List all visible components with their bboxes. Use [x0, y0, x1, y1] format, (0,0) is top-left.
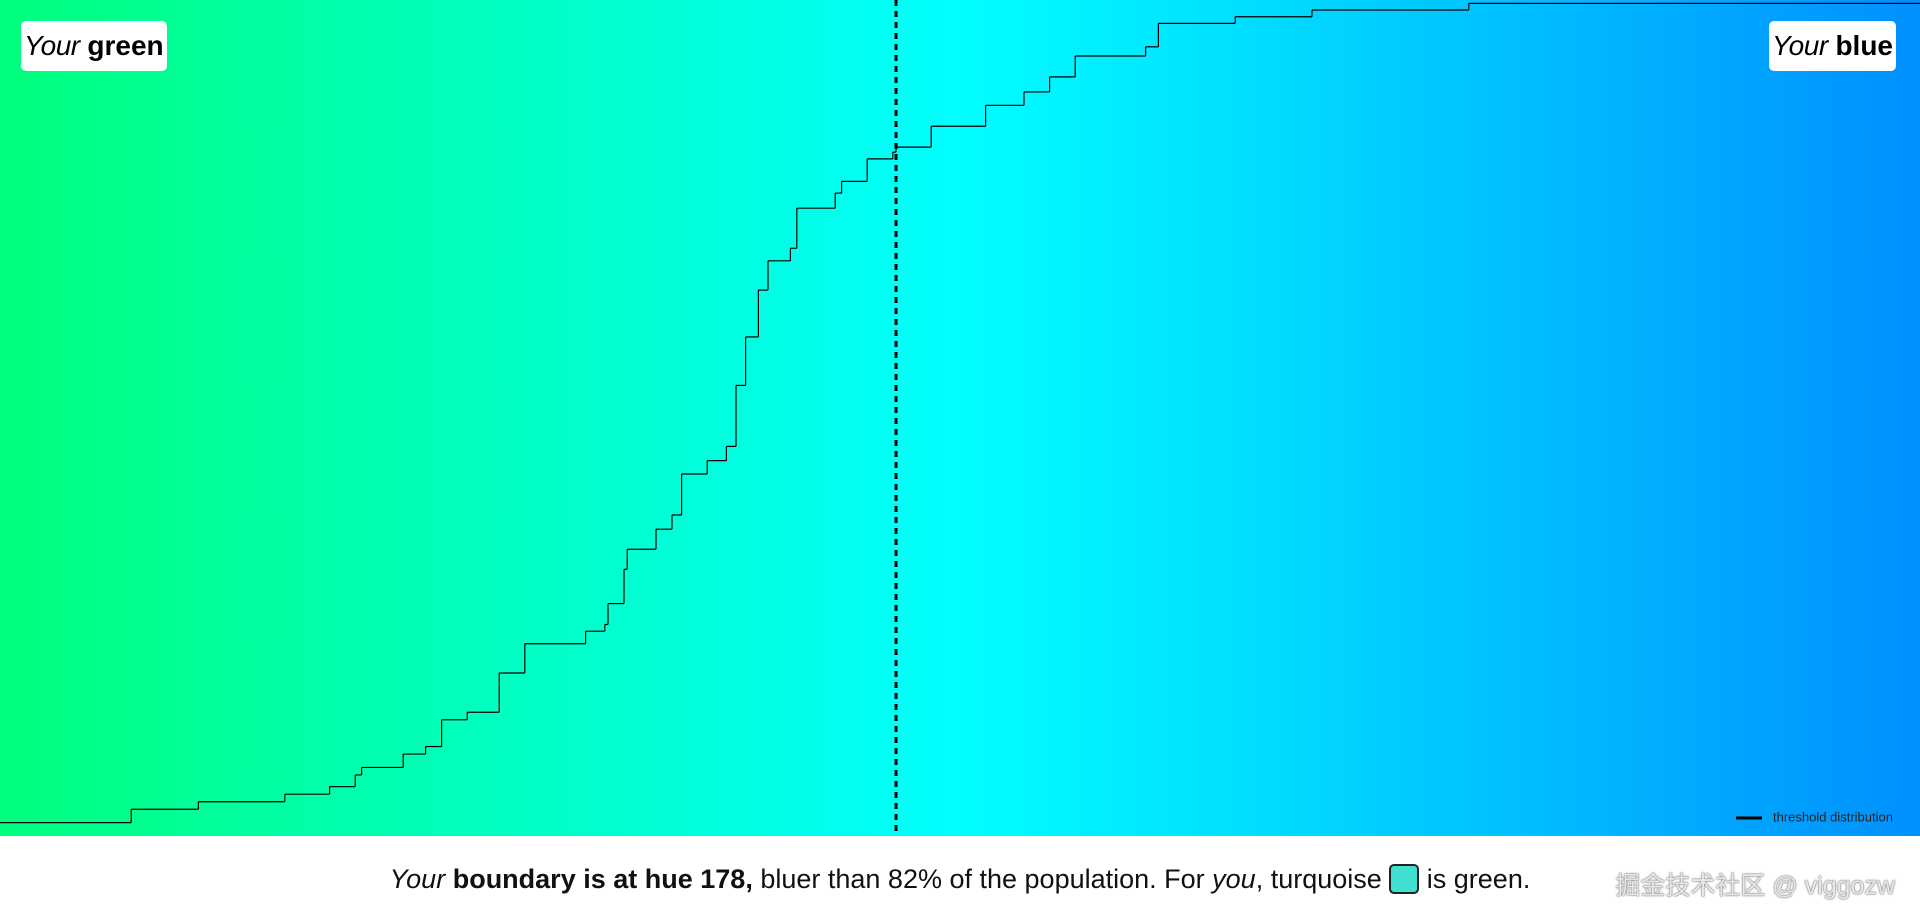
watermark: 掘金技术社区 @ viggozw [1615, 872, 1895, 900]
color-swatch [1389, 863, 1420, 894]
caption-text: boundary is at hue [452, 864, 701, 894]
label-bold: green [87, 30, 164, 61]
boundary-value: 178 [700, 864, 746, 894]
caption-text: % of the population. For [917, 864, 1213, 894]
label-bold: blue [1835, 30, 1893, 61]
left-label: Your green [21, 21, 167, 71]
caption-text: you [1212, 864, 1256, 894]
caption-text: Your [389, 864, 446, 894]
label-italic: Your [24, 30, 80, 61]
caption-text: bluer than [752, 864, 888, 894]
caption-text: is green. [1419, 864, 1531, 894]
background [0, 0, 1920, 836]
label-italic: Your [1772, 30, 1828, 61]
caption: Your boundary is at hue 178, bluer than … [0, 836, 1920, 923]
chart: threshold distribution [0, 0, 1920, 836]
caption-text: , turquoise [1255, 864, 1390, 894]
legend-label: threshold distribution [1773, 809, 1893, 824]
caption-text: boundary is at hue 178, [453, 864, 753, 894]
right-label: Your blue [1769, 21, 1896, 71]
caption-text: , [745, 864, 753, 894]
percentile-value: 82 [887, 864, 918, 894]
